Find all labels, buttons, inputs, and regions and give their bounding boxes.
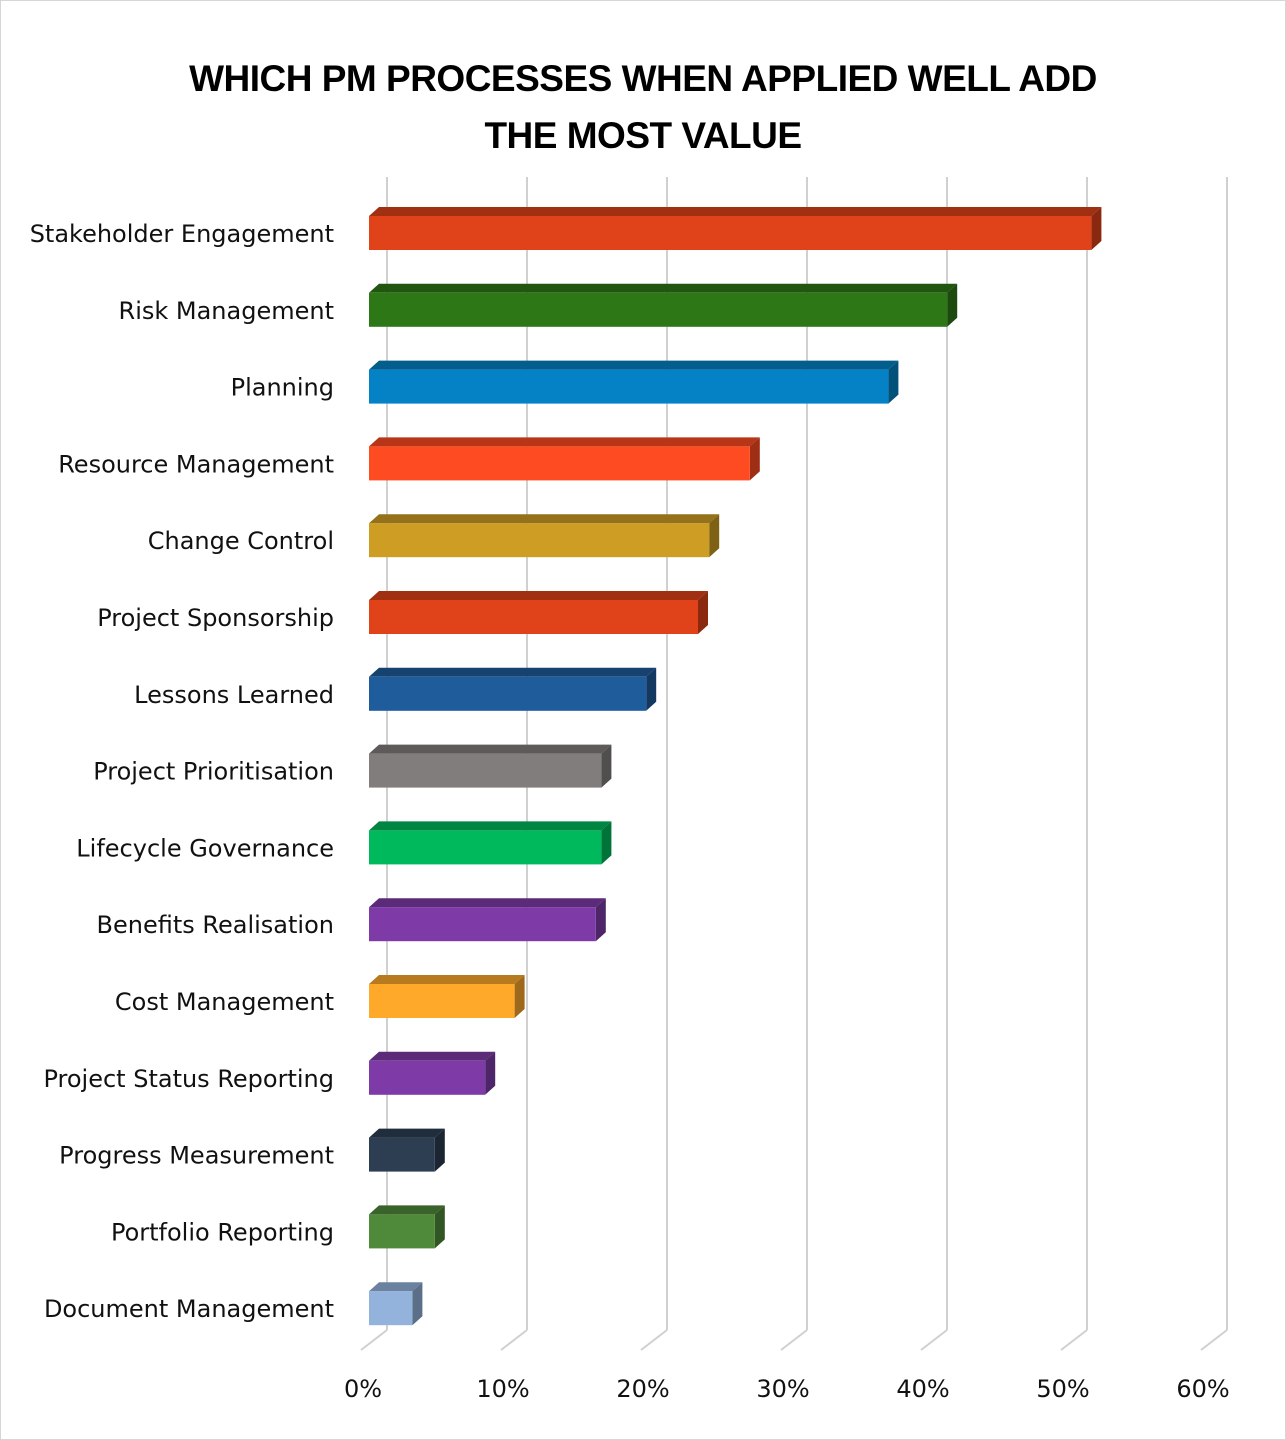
bar-side-face	[646, 667, 657, 711]
bar-front-face	[369, 830, 602, 865]
bar-top-face	[369, 1128, 445, 1138]
category-label: Stakeholder Engagement	[30, 220, 334, 248]
bar-7	[369, 667, 657, 711]
bar-11	[369, 975, 525, 1018]
bar-top-face	[369, 821, 612, 831]
chart-title-line-2: THE MOST VALUE	[484, 115, 802, 156]
chart-title: WHICH PM PROCESSES WHEN APPLIED WELL ADD…	[0, 50, 1286, 164]
bar-front-face	[369, 676, 647, 711]
bar-side-face	[601, 821, 612, 865]
bar-front-face	[369, 216, 1092, 250]
bar-side-face	[434, 1128, 445, 1172]
bar-15	[369, 1282, 423, 1326]
bar-top-face	[369, 360, 899, 370]
bar-side-face	[1091, 207, 1102, 250]
category-label: Risk Management	[119, 297, 334, 325]
bar-top-face	[369, 283, 958, 293]
bar-side-face	[434, 1205, 445, 1249]
bar-2	[369, 283, 958, 327]
bar-1	[369, 207, 1102, 250]
category-labels: Stakeholder Engagement Risk Management Pla…	[30, 220, 334, 1323]
bar-14	[369, 1205, 445, 1249]
x-axis-tick-labels: 0% 10% 20% 30% 40% 50% 60%	[344, 1375, 1230, 1403]
bar-front-face	[369, 446, 750, 481]
bar-side-face	[709, 514, 720, 558]
category-label: Document Management	[44, 1295, 334, 1323]
bar-side-face	[412, 1282, 423, 1326]
bar-top-face	[369, 1051, 496, 1061]
bar-side-face	[514, 975, 525, 1018]
bar-8	[369, 744, 612, 788]
gridline-floor-40	[920, 1329, 948, 1351]
category-label: Project Sponsorship	[97, 604, 334, 632]
gridline-floor-10	[500, 1329, 528, 1351]
bars	[369, 207, 1102, 1326]
x-tick-label: 0%	[344, 1375, 382, 1403]
category-label: Resource Management	[58, 450, 334, 478]
category-label: Progress Measurement	[59, 1142, 334, 1170]
category-label: Lifecycle Governance	[76, 834, 334, 862]
chart-title-line-1: WHICH PM PROCESSES WHEN APPLIED WELL ADD	[189, 58, 1097, 99]
bar-3	[369, 360, 899, 404]
gridline-floor-60	[1200, 1329, 1228, 1351]
x-tick-label: 50%	[1036, 1375, 1089, 1403]
bar-top-face	[369, 667, 657, 677]
gridline-floor-20	[640, 1329, 668, 1351]
bar-front-face	[369, 1137, 435, 1172]
x-tick-label: 10%	[476, 1375, 529, 1403]
bar-10	[369, 898, 606, 942]
category-label: Benefits Realisation	[97, 911, 334, 939]
bar-front-face	[369, 369, 889, 404]
bar-12	[369, 1051, 496, 1095]
gridline-floor-50	[1060, 1329, 1088, 1351]
category-label: Portfolio Reporting	[111, 1218, 334, 1246]
bar-side-face	[485, 1051, 496, 1095]
bar-side-face	[698, 591, 708, 634]
category-label: Cost Management	[115, 988, 334, 1016]
bar-top-face	[369, 1205, 445, 1215]
bar-side-face	[601, 744, 612, 788]
category-label: Project Prioritisation	[93, 758, 334, 786]
bar-front-face	[369, 1060, 486, 1095]
bar-side-face	[888, 360, 899, 404]
bar-side-face	[595, 898, 606, 942]
bar-5	[369, 514, 720, 558]
bar-top-face	[369, 514, 720, 524]
x-tick-label: 20%	[616, 1375, 669, 1403]
bar-top-face	[369, 1282, 423, 1292]
bar-top-face	[369, 744, 612, 754]
bar-top-face	[369, 437, 760, 447]
bar-front-face	[369, 600, 698, 634]
category-label: Change Control	[148, 527, 334, 555]
bar-front-face	[369, 753, 602, 788]
category-label: Lessons Learned	[134, 681, 334, 709]
bar-front-face	[369, 523, 710, 558]
bar-front-face	[369, 907, 596, 942]
bar-top-face	[369, 207, 1102, 216]
bar-13	[369, 1128, 445, 1172]
bar-4	[369, 437, 760, 481]
bar-front-face	[369, 984, 515, 1018]
bar-side-face	[749, 437, 760, 481]
bar-top-face	[369, 898, 606, 908]
bar-6	[369, 591, 708, 634]
gridline-floor-30	[780, 1329, 808, 1351]
bar-top-face	[369, 975, 525, 984]
bar-9	[369, 821, 612, 865]
gridline-floor-0	[360, 1329, 388, 1351]
bar-top-face	[369, 591, 708, 600]
x-tick-label: 30%	[756, 1375, 809, 1403]
bar-front-face	[369, 1214, 435, 1249]
x-tick-label: 60%	[1176, 1375, 1229, 1403]
bar-front-face	[369, 1291, 413, 1326]
bar-front-face	[369, 292, 948, 327]
category-label: Project Status Reporting	[43, 1065, 334, 1093]
x-tick-label: 40%	[896, 1375, 949, 1403]
bar-side-face	[947, 283, 958, 327]
category-label: Planning	[231, 374, 334, 402]
